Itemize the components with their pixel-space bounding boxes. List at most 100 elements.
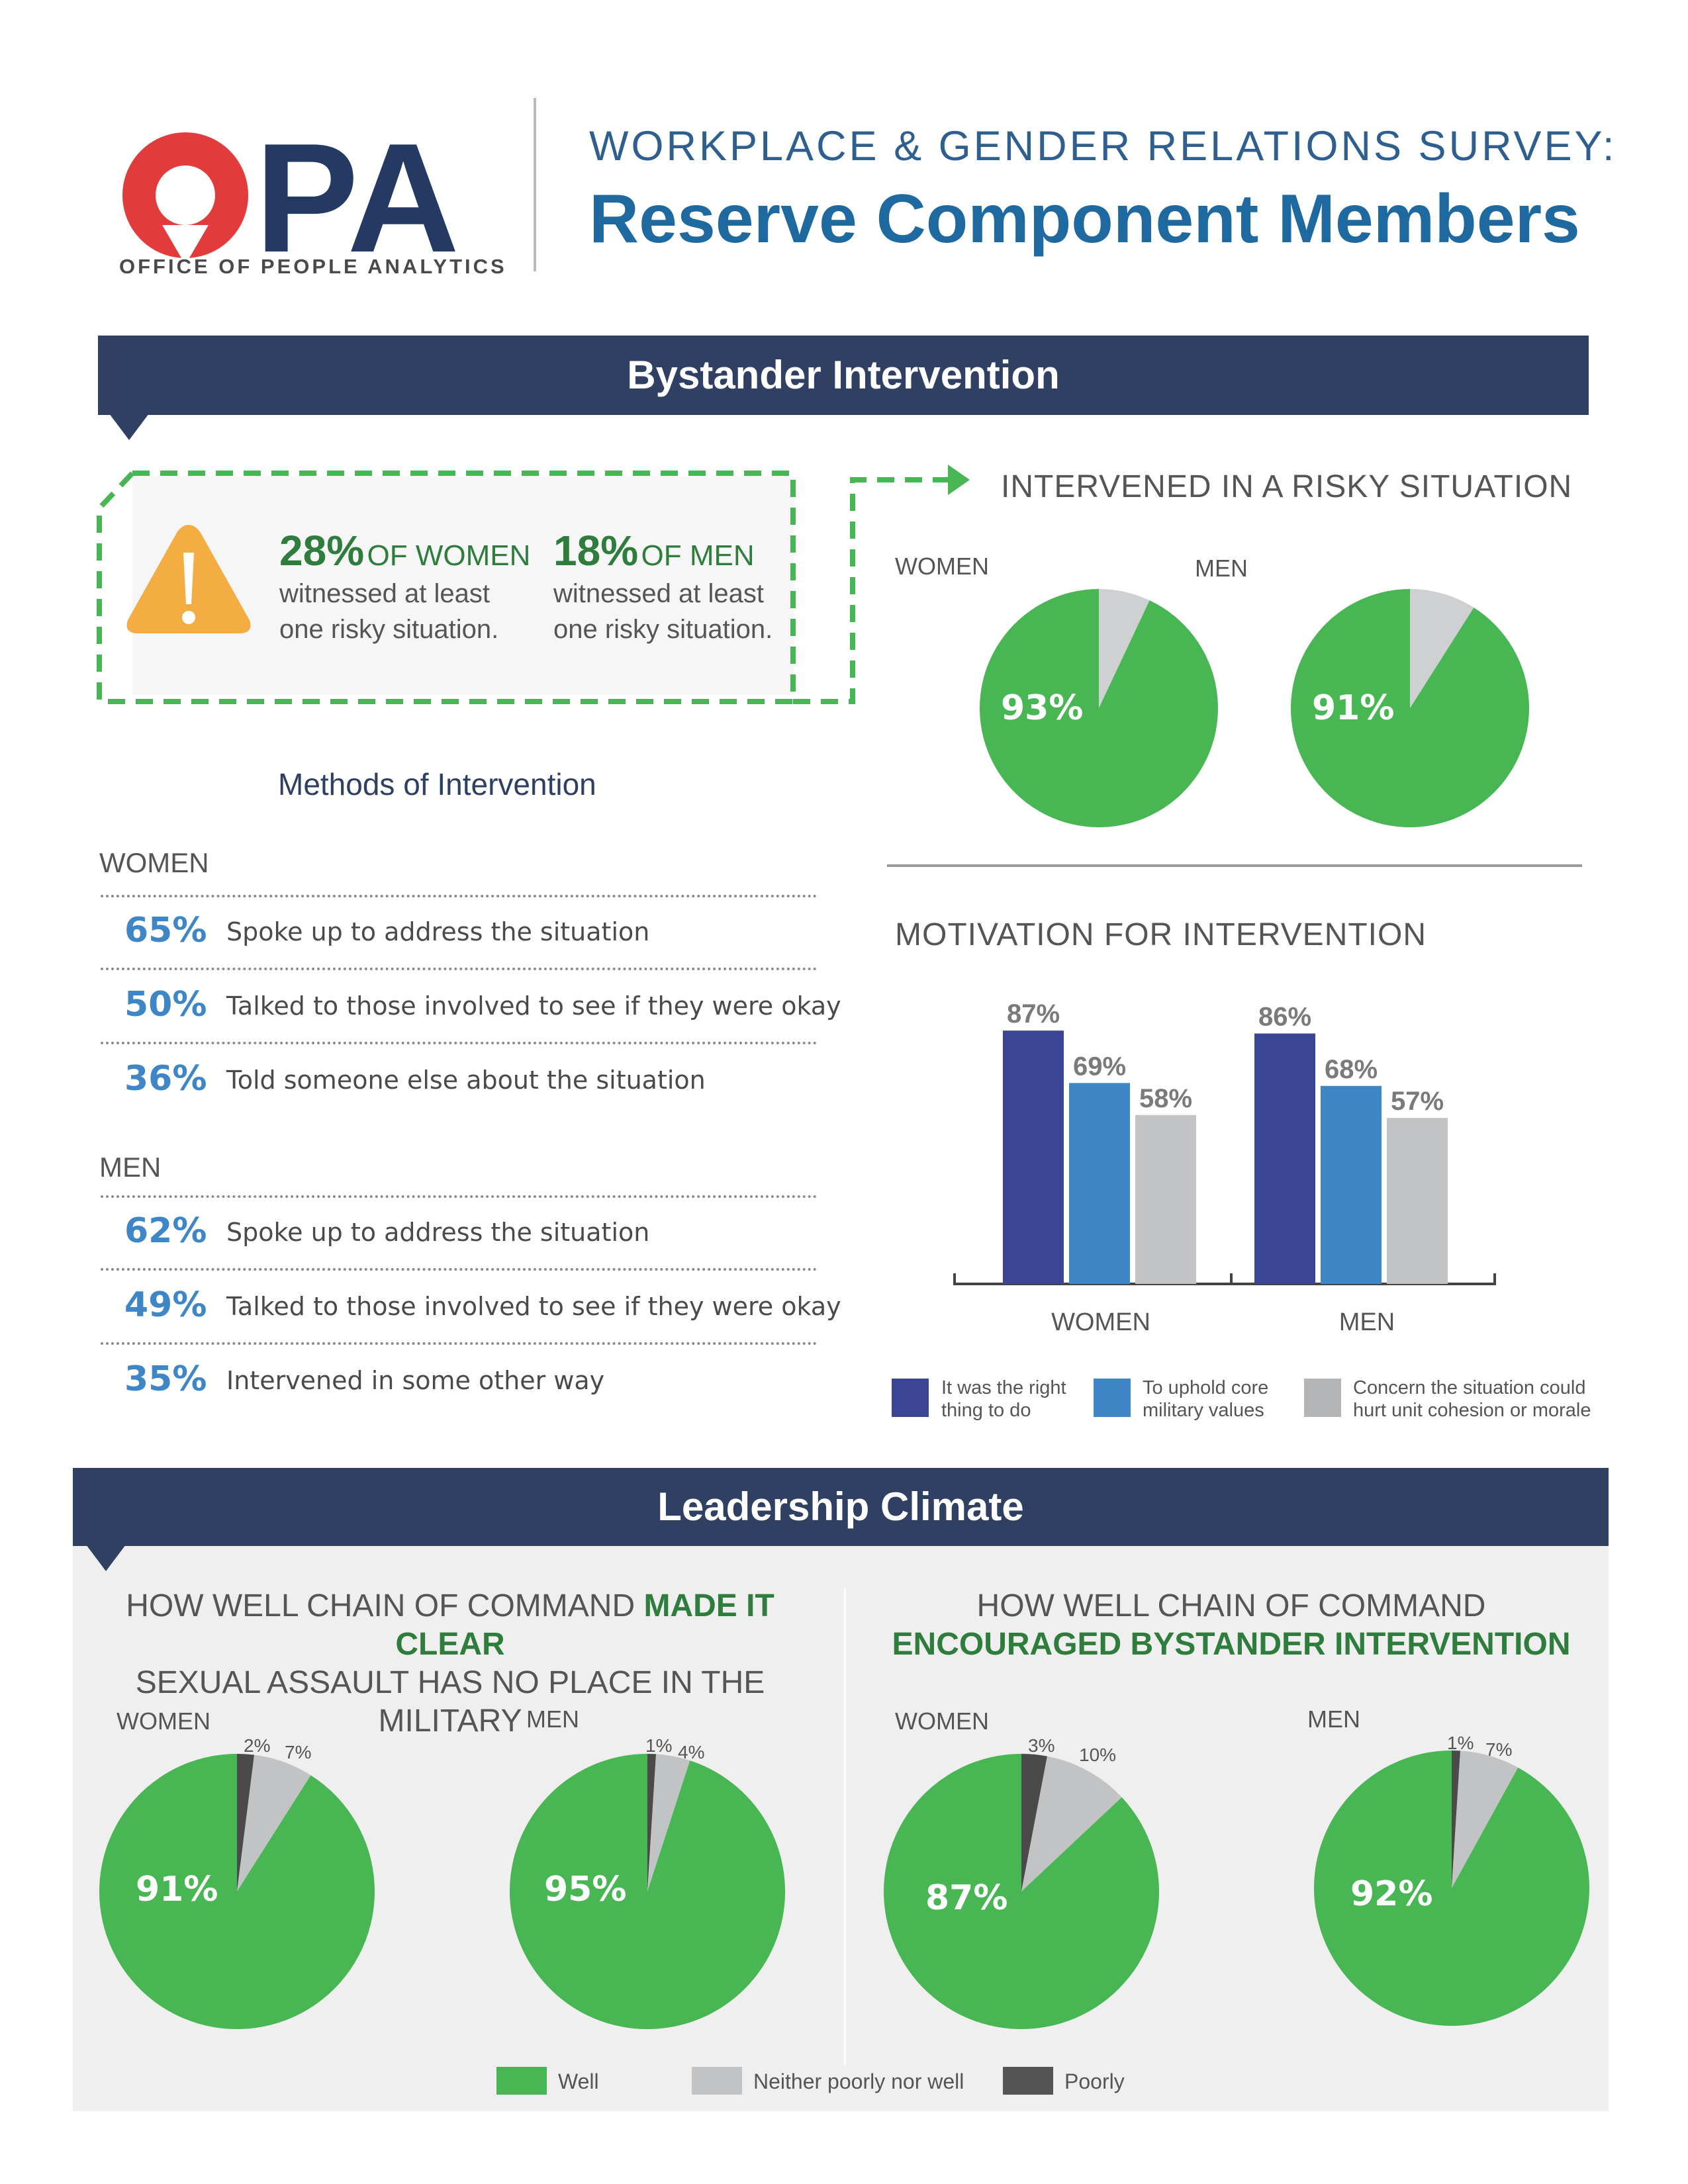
risky-women-label: WOMEN bbox=[895, 553, 989, 580]
methods-women-heading: WOMEN bbox=[99, 847, 209, 878]
bar-data-label: 69% bbox=[1073, 1052, 1126, 1081]
lc2-men-poorly-value: 1% bbox=[1447, 1733, 1474, 1753]
method-percent: 50% bbox=[124, 985, 207, 1024]
opa-logo: PA bbox=[122, 113, 459, 285]
bar-women-1 bbox=[1069, 1083, 1130, 1284]
pie-slice-neither-poorly-nor-well bbox=[237, 1754, 311, 1891]
lc2-women-label: WOMEN bbox=[895, 1707, 989, 1735]
method-row: 62% Spoke up to address the situation bbox=[99, 1198, 821, 1264]
method-text: Intervened in some other way bbox=[226, 1366, 605, 1395]
pie-slice-neither-poorly-nor-well bbox=[1452, 1751, 1519, 1888]
lc1-men-well-value: 95% bbox=[544, 1870, 627, 1909]
bar-men-1 bbox=[1321, 1085, 1382, 1284]
lc2-men-label: MEN bbox=[1307, 1706, 1360, 1733]
method-text: Spoke up to address the situation bbox=[226, 917, 650, 946]
lc1-women-neither-value: 7% bbox=[285, 1742, 312, 1762]
lc1-women-poorly-value: 2% bbox=[244, 1735, 271, 1756]
bar-men-0 bbox=[1254, 1033, 1315, 1284]
legend-swatch-well bbox=[496, 2067, 547, 2095]
pie-slice-poorly bbox=[237, 1754, 255, 1891]
pie-slice-neither-poorly-nor-well bbox=[647, 1754, 690, 1891]
lc2-women-pie bbox=[884, 1754, 1159, 2029]
pie-slice-well bbox=[884, 1754, 1159, 2029]
header-divider bbox=[534, 98, 536, 271]
method-row: 49% Talked to those involved to see if th… bbox=[99, 1272, 841, 1338]
lc2-men-well-value: 92% bbox=[1350, 1874, 1433, 1914]
bar-men-2 bbox=[1387, 1118, 1448, 1284]
legend-right-thing-line2: thing to do bbox=[941, 1400, 1031, 1421]
method-percent: 62% bbox=[124, 1211, 207, 1251]
bar-data-label: 57% bbox=[1391, 1087, 1444, 1116]
legend-well: Well bbox=[558, 2070, 599, 2093]
men-witness-text: witnessed at least one risky situation. bbox=[553, 576, 773, 647]
legend-neither: Neither poorly nor well bbox=[753, 2070, 964, 2093]
method-text: Talked to those involved to see if they … bbox=[226, 991, 841, 1021]
methods-divider bbox=[101, 1042, 817, 1044]
method-row: 36% Told someone else about the situation bbox=[99, 1046, 821, 1112]
legend-right-thing-line1: It was the right bbox=[941, 1377, 1066, 1398]
motivation-bar-chart: 87% 69% 58% WOMEN 86% 68% 57% MEN bbox=[953, 999, 1496, 1336]
motivation-title: MOTIVATION FOR INTERVENTION bbox=[895, 917, 1427, 952]
bar-data-label: 86% bbox=[1258, 1003, 1311, 1032]
pie-slice-intervened bbox=[1291, 589, 1529, 827]
lc2-women-well-value: 87% bbox=[925, 1878, 1008, 1918]
method-percent: 36% bbox=[124, 1059, 207, 1099]
women-witness-line2: one risky situation. bbox=[279, 615, 499, 644]
methods-divider bbox=[101, 968, 817, 970]
methods-divider bbox=[101, 895, 817, 897]
bystander-band-title: Bystander Intervention bbox=[627, 353, 1060, 397]
survey-subtitle: Reserve Component Members bbox=[589, 181, 1580, 257]
risky-men-value: 91% bbox=[1312, 688, 1395, 728]
men-witness-line2: one risky situation. bbox=[553, 615, 773, 644]
methods-divider bbox=[101, 1195, 817, 1198]
method-text: Told someone else about the situation bbox=[226, 1066, 706, 1095]
women-witness-headline: 28% OF WOMEN bbox=[279, 526, 530, 575]
pie-slice-poorly bbox=[1021, 1754, 1047, 1891]
bar-data-label: 68% bbox=[1325, 1055, 1378, 1084]
pie-slice-intervened bbox=[980, 589, 1218, 827]
risky-title: INTERVENED IN A RISKY SITUATION bbox=[1001, 469, 1573, 504]
lc2-women-neither-value: 10% bbox=[1079, 1745, 1117, 1765]
pie-slice-well bbox=[99, 1754, 375, 2029]
women-witness-text: witnessed at least one risky situation. bbox=[279, 576, 498, 647]
lc2-women-poorly-value: 3% bbox=[1028, 1735, 1055, 1756]
bar-women-0 bbox=[1003, 1030, 1064, 1284]
left-title-part1: HOW WELL CHAIN OF COMMAND bbox=[126, 1588, 644, 1623]
method-row: 65% Spoke up to address the situation bbox=[99, 897, 821, 964]
legend-poorly: Poorly bbox=[1064, 2070, 1125, 2093]
legend-right-thing: It was the right thing to do bbox=[941, 1377, 1066, 1422]
method-percent: 65% bbox=[124, 911, 207, 950]
risky-women-pie bbox=[980, 589, 1218, 827]
section-divider bbox=[887, 864, 1582, 867]
warning-icon bbox=[126, 525, 251, 633]
pie-slice-poorly bbox=[1452, 1751, 1461, 1888]
pie-slice-well bbox=[1314, 1751, 1589, 2026]
lc1-women-label: WOMEN bbox=[117, 1707, 211, 1735]
men-witness-pct: 18% bbox=[553, 527, 639, 574]
risky-men-pie bbox=[1291, 589, 1529, 827]
leadership-band: Leadership Climate bbox=[73, 1468, 1609, 1546]
lc1-men-poorly-value: 1% bbox=[645, 1735, 673, 1756]
method-percent: 35% bbox=[124, 1359, 207, 1399]
left-title-emphasis: MADE IT CLEAR bbox=[395, 1588, 774, 1662]
legend-cohesion: Concern the situation could hurt unit co… bbox=[1353, 1377, 1591, 1422]
methods-divider bbox=[101, 1268, 817, 1271]
bar-category-label: WOMEN bbox=[1051, 1308, 1150, 1336]
bar-category-label: MEN bbox=[1339, 1308, 1395, 1336]
method-row: 35% Intervened in some other way bbox=[99, 1346, 821, 1412]
lc1-men-label: MEN bbox=[526, 1706, 579, 1733]
men-witness-headline: 18% OF MEN bbox=[553, 526, 755, 575]
leadership-divider bbox=[844, 1588, 846, 2065]
methods-title: Methods of Intervention bbox=[278, 767, 596, 801]
method-text: Spoke up to address the situation bbox=[226, 1218, 650, 1247]
bystander-band: Bystander Intervention bbox=[98, 336, 1589, 415]
lc1-men-pie bbox=[510, 1754, 785, 2029]
pie-slice-did-not-intervene bbox=[1410, 589, 1474, 708]
band-pointer bbox=[86, 1545, 126, 1571]
women-witness-line1: witnessed at least bbox=[279, 579, 490, 608]
legend-core-values-line2: military values bbox=[1143, 1400, 1264, 1421]
pie-slice-did-not-intervene bbox=[1099, 589, 1150, 708]
risky-men-label: MEN bbox=[1195, 555, 1248, 582]
right-title-line1: HOW WELL CHAIN OF COMMAND bbox=[976, 1588, 1486, 1623]
legend-swatch-core-values bbox=[1094, 1379, 1131, 1417]
